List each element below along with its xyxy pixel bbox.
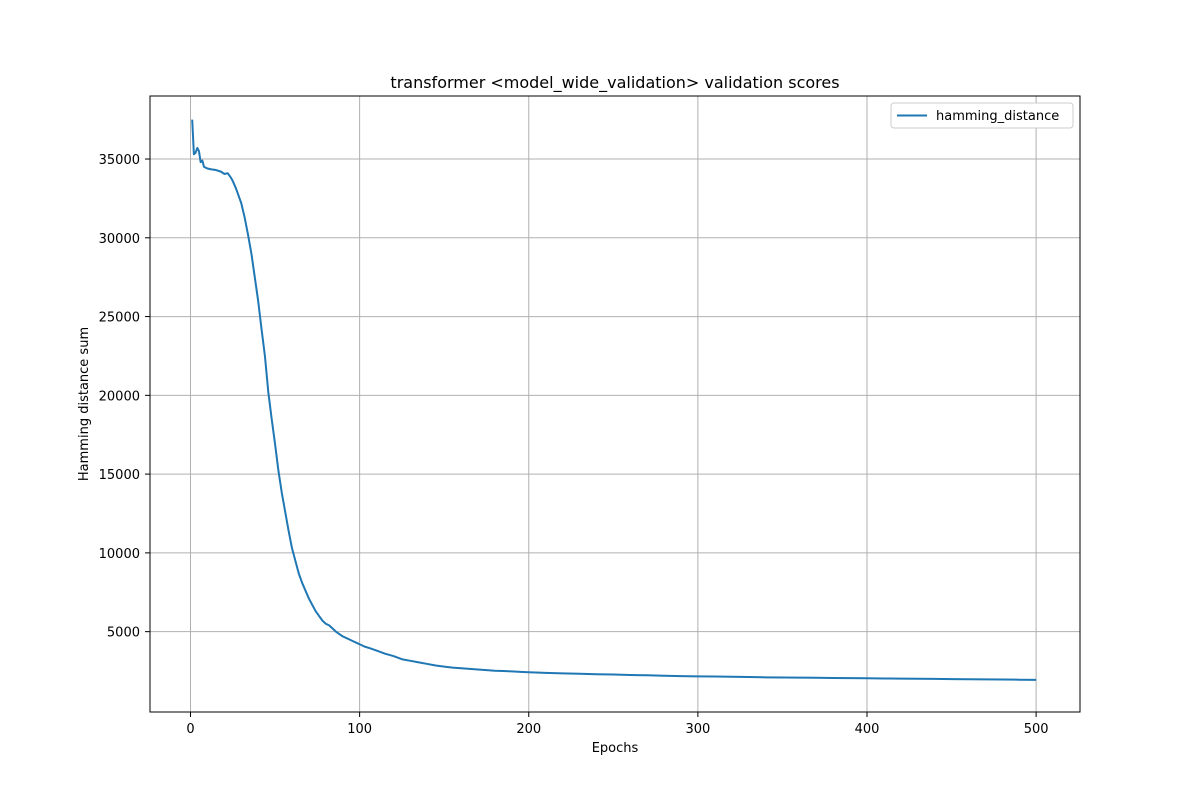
y-tick-label: 25000: [99, 311, 140, 326]
y-tick-label: 5000: [107, 626, 140, 641]
x-tick-label: 300: [685, 722, 710, 737]
y-tick-label: 10000: [99, 547, 140, 562]
plot-area: [150, 96, 1080, 712]
y-axis-label: Hamming distance sum: [77, 327, 92, 481]
x-tick-label: 0: [186, 722, 194, 737]
y-tick-label: 20000: [99, 389, 140, 404]
legend-label-hamming-distance: hamming_distance: [936, 109, 1059, 124]
x-tick-label: 500: [1024, 722, 1049, 737]
x-axis-label: Epochs: [592, 741, 639, 756]
y-tick-label: 15000: [99, 468, 140, 483]
legend-box: [890, 102, 1074, 129]
y-tick-label: 30000: [99, 232, 140, 247]
hamming-distance-series-line: [191, 119, 1037, 681]
chart-title: transformer <model_wide_validation> vali…: [390, 73, 839, 93]
x-tick-label: 400: [855, 722, 880, 737]
grid-lines: [150, 96, 1080, 712]
plot-frame: [149, 95, 1081, 713]
legend: hamming_distance: [890, 102, 1074, 129]
x-tick-label: 200: [516, 722, 541, 737]
x-tick-label: 100: [347, 722, 372, 737]
axis-ticks: 0 100 200 300 400 500 5000 10000 15000 20000 25000…: [99, 153, 1049, 737]
y-tick-label: 35000: [99, 153, 140, 168]
